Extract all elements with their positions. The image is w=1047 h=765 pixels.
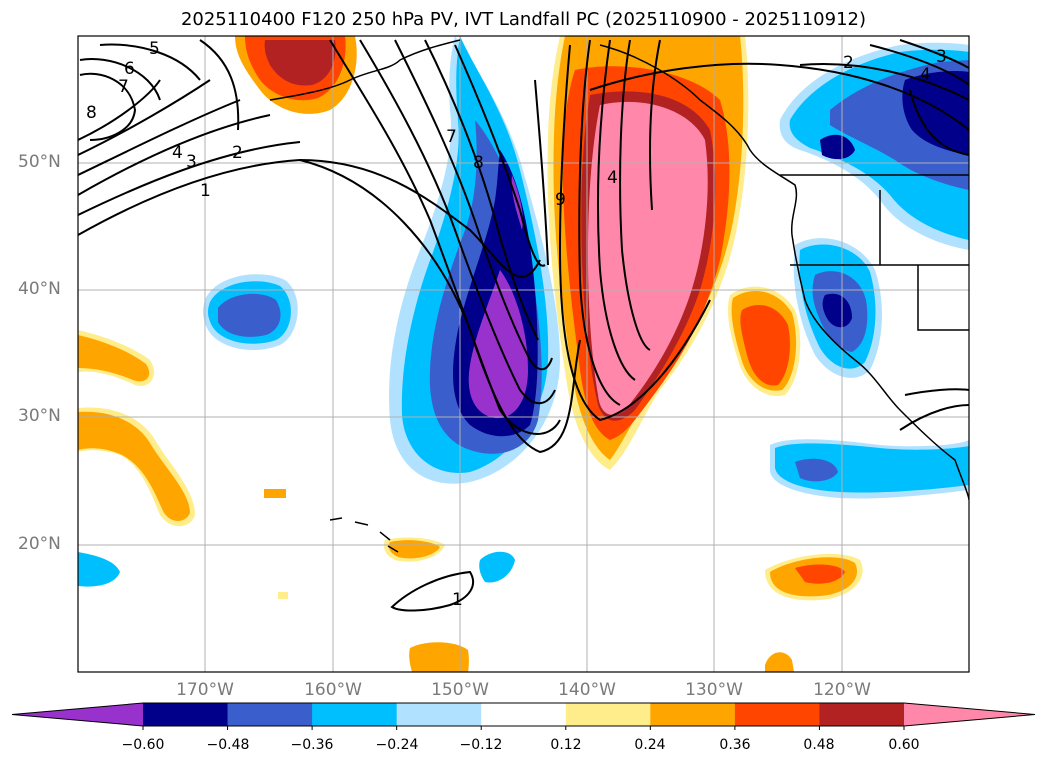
lat-label: 20°N: [18, 534, 61, 554]
contour-label: 1: [200, 181, 211, 201]
north-america-coast: [599, 44, 969, 501]
plot-border: [77, 35, 970, 673]
contour-line: [649, 39, 661, 211]
contour-line: [394, 39, 553, 371]
colorbar-segment: [650, 703, 736, 726]
contour-line: [99, 43, 201, 81]
contour-line: [78, 79, 211, 156]
contour-label: 1: [452, 590, 463, 610]
contour-line: [909, 89, 969, 156]
lat-label: 30°N: [18, 406, 61, 426]
contour-label: 2: [232, 143, 243, 163]
contour-label: 9: [555, 190, 566, 210]
colorbar-segment: [143, 703, 229, 726]
colorbar-tick-label: 0.36: [719, 737, 751, 753]
colorbar-tick-label: −0.48: [206, 737, 250, 753]
contour-label: 3: [186, 152, 197, 172]
colorbar-tick-label: −0.36: [290, 737, 334, 753]
lon-label: 150°W: [431, 680, 489, 700]
contour-label: 7: [446, 127, 457, 147]
contour-label-group: 5 6 7 8 4 3 2 1 7 8 9 4 2 3 4 1: [86, 39, 947, 610]
lat-label: 50°N: [18, 152, 61, 172]
contour-line: [454, 44, 546, 267]
contour-line: [78, 114, 271, 196]
contour-label: 4: [172, 143, 183, 163]
colorbar-tick-label: −0.60: [121, 737, 165, 753]
colorbar-segment: [312, 703, 398, 726]
contour-label: 8: [473, 153, 484, 173]
lon-label: 120°W: [813, 680, 871, 700]
colorbar: [11, 702, 1036, 730]
contour-line: [79, 58, 161, 101]
colorbar-extend-high: [904, 703, 1035, 726]
contour-line: [904, 388, 969, 396]
colorbar-tick-label: 0.48: [803, 737, 835, 753]
contour-line: [899, 39, 969, 69]
hawaii: [329, 517, 399, 553]
contour-line: [359, 39, 556, 405]
contour-line: [589, 62, 969, 131]
coastlines: [269, 39, 969, 553]
colorbar-tick-label: 0.12: [550, 737, 582, 753]
colorbar-segment: [481, 703, 567, 726]
contour-line: [78, 99, 241, 176]
contour-line: [597, 39, 636, 381]
contour-line: [558, 44, 711, 422]
contour-line: [869, 44, 969, 86]
contour-line: [534, 79, 549, 266]
contour-label: 3: [936, 47, 947, 67]
lon-label: 130°W: [685, 680, 743, 700]
contour-line: [424, 39, 539, 341]
lat-lon-grid: [78, 36, 969, 672]
lon-label: 140°W: [558, 680, 616, 700]
alaska-coast: [269, 39, 461, 101]
lon-label: 160°W: [304, 680, 362, 700]
colorbar-extend-low: [12, 703, 143, 726]
contour-line: [199, 39, 240, 131]
contour-label: 7: [118, 77, 129, 97]
contour-label: 8: [86, 103, 97, 123]
contour-line: [78, 79, 161, 141]
colorbar-tick-label: −0.12: [459, 737, 503, 753]
contour-line: [578, 39, 621, 406]
lat-label: 40°N: [18, 279, 61, 299]
us-state-lines: [780, 174, 969, 331]
contour-label: 6: [124, 59, 135, 79]
colorbar-segment: [565, 703, 651, 726]
plot-title: 2025110400 F120 250 hPa PV, IVT Landfall…: [180, 9, 867, 30]
contour-label: 4: [607, 168, 618, 188]
colorbar-segment: [819, 703, 905, 726]
contour-label: 4: [920, 65, 931, 85]
contour-label: 5: [149, 39, 160, 59]
colorbar-tick-label: 0.60: [888, 737, 920, 753]
colorbar-tick-label: 0.24: [634, 737, 666, 753]
lon-label: 170°W: [176, 680, 234, 700]
positive-anomaly-pink: [588, 101, 708, 415]
contour-line: [329, 39, 561, 435]
colorbar-segment: [396, 703, 482, 726]
pv-contours: [78, 39, 969, 612]
contour-label: 2: [843, 53, 854, 73]
contour-line: [390, 570, 475, 612]
contour-line: [899, 404, 969, 431]
shaded-field: [78, 36, 969, 672]
colorbar-segment: [227, 703, 313, 726]
colorbar-tick-label: −0.24: [375, 737, 419, 753]
contour-line: [79, 72, 137, 141]
contour-line: [78, 141, 301, 216]
contour-line: [78, 158, 541, 278]
contour-line: [619, 39, 651, 351]
contour-line: [799, 63, 969, 101]
colorbar-segment: [734, 703, 820, 726]
